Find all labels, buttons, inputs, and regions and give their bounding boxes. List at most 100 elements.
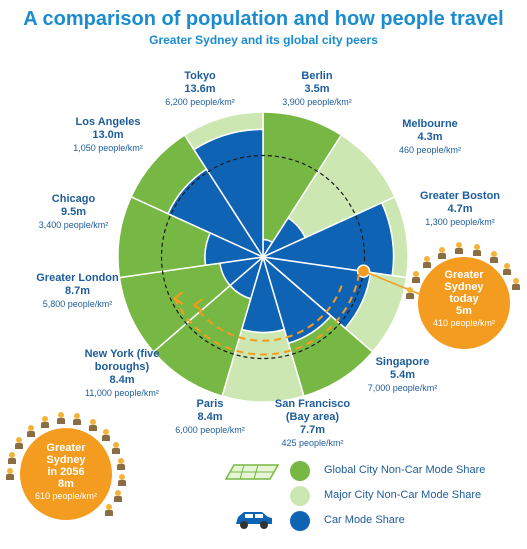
car-icon [236, 512, 272, 529]
person-icon [56, 412, 66, 425]
city-population: 8.7m [64, 285, 91, 297]
sydney-today-badge: Greater Sydney today 5m 410 people/km² [418, 257, 510, 349]
person-head [490, 250, 497, 257]
city-population: 4.3m [417, 131, 443, 143]
person-body [437, 252, 446, 259]
person-icon [502, 262, 512, 275]
badge-density: 610 people/km² [34, 491, 98, 501]
person-body [473, 249, 482, 256]
legend-label: Major City Non-Car Mode Share [324, 489, 482, 501]
person-head [412, 270, 419, 277]
person-head [114, 489, 121, 496]
person-icon [117, 474, 127, 486]
person-head [16, 436, 23, 443]
city-label-greater-boston: Greater Boston 4.7m 1,300 people/km² [405, 190, 515, 229]
badge-population: 8m [58, 478, 74, 490]
person-body [40, 422, 49, 429]
badge-line: Greater [444, 269, 484, 281]
person-body [411, 276, 420, 283]
person-icon [422, 256, 432, 269]
person-head [474, 243, 481, 250]
city-density: 460 people/km² [398, 145, 462, 155]
person-icon [72, 413, 82, 426]
sydney-today-ring [160, 154, 366, 360]
person-body [73, 419, 82, 426]
city-density: 3,400 people/km² [38, 220, 109, 230]
person-head [423, 256, 430, 263]
badge-line: in 2056 [47, 466, 85, 478]
city-density: 7,000 people/km² [367, 383, 438, 393]
city-name: Paris [196, 398, 224, 410]
person-body [88, 424, 97, 431]
person-body [117, 463, 125, 470]
person-head [102, 428, 109, 435]
city-population: 4.7m [447, 203, 473, 215]
legend-swatch-major [290, 486, 310, 506]
car-wedge [192, 128, 264, 260]
city-label-san-francisco: San Francisco (Bay area) 7.7m 425 people… [265, 398, 360, 450]
city-name: New York (five boroughs) [84, 348, 160, 373]
person-icon [113, 489, 123, 502]
person-icon [437, 246, 447, 259]
person-icon [5, 468, 15, 480]
legend-label: Car Mode Share [324, 514, 405, 526]
person-icon [7, 451, 17, 464]
person-icon [405, 287, 415, 300]
person-body [15, 442, 24, 449]
person-head [118, 474, 125, 480]
badge-line: Sydney [444, 281, 484, 293]
city-label-melbourne: Melbourne 4.3m 460 people/km² [385, 118, 475, 157]
city-name: Greater London [36, 272, 119, 284]
city-population: 8.4m [109, 374, 135, 386]
person-body [117, 480, 126, 486]
person-head [74, 413, 81, 420]
person-head [7, 468, 13, 474]
train-icon [224, 464, 280, 480]
city-population: 8.4m [197, 411, 223, 423]
city-density: 6,200 people/km² [165, 97, 235, 107]
city-density: 425 people/km² [281, 438, 344, 448]
city-population: 13.6m [184, 83, 216, 95]
city-name: Chicago [51, 193, 96, 205]
person-body [6, 474, 14, 480]
person-icon [116, 457, 126, 470]
badge-density: 410 people/km² [432, 318, 496, 328]
city-population: 13.0m [92, 129, 124, 141]
person-body [405, 293, 414, 300]
legend-swatch-car [290, 511, 310, 531]
person-head [41, 416, 48, 423]
person-icon [472, 243, 482, 256]
person-body [101, 434, 110, 441]
person-head [27, 424, 34, 431]
person-body [489, 256, 498, 263]
person-body [455, 248, 464, 255]
city-density: 3,900 people/km² [282, 97, 352, 107]
person-icon [14, 436, 24, 449]
person-icon [40, 416, 50, 429]
city-name: Melbourne [402, 118, 458, 130]
legend-label: Global City Non-Car Mode Share [324, 464, 486, 476]
city-population: 3.5m [304, 83, 330, 95]
city-density: 6,000 people/km² [175, 425, 245, 435]
person-icon [88, 418, 98, 431]
person-head [105, 503, 112, 510]
city-name: Los Angeles [75, 116, 141, 128]
legend-swatch-global [290, 461, 310, 481]
city-label-tokyo: Tokyo 13.6m 6,200 people/km² [155, 70, 245, 109]
badge-line: today [449, 293, 479, 305]
person-head [57, 412, 64, 419]
person-head [503, 262, 510, 269]
city-label-singapore: Singapore 5.4m 7,000 people/km² [355, 356, 450, 395]
city-label-berlin: Berlin 3.5m 3,900 people/km² [272, 70, 362, 109]
person-icon [489, 250, 499, 263]
person-icon [511, 278, 521, 291]
city-name: San Francisco (Bay area) [274, 398, 351, 423]
person-head [118, 457, 124, 464]
city-population: 5.4m [389, 369, 416, 381]
person-body [502, 268, 511, 275]
person-icon [111, 441, 121, 454]
person-head [456, 242, 463, 249]
person-body [511, 284, 520, 291]
city-label-new-york: New York (five boroughs) 8.4m 11,000 peo… [72, 348, 172, 400]
